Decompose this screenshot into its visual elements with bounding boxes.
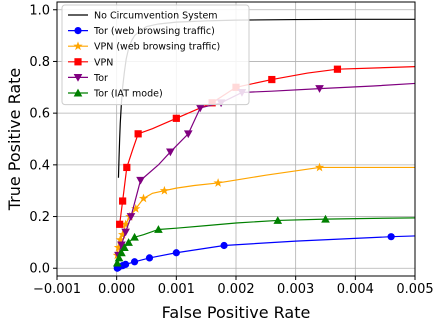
y-tick-label: 0.8 (29, 55, 50, 70)
data-point (154, 225, 163, 233)
x-tick-label: 0.003 (277, 282, 314, 297)
axis-ticks: −0.001 0.000 0.001 0.002 0.003 0.004 0.005 0.0 0… (29, 3, 433, 297)
data-point (136, 176, 145, 185)
data-point (183, 130, 193, 139)
data-point (387, 233, 395, 241)
data-point (122, 260, 130, 268)
x-tick-label: 0.001 (158, 282, 195, 297)
x-tick-label: 0.004 (337, 282, 374, 297)
data-point (123, 163, 131, 172)
legend-label: VPN (94, 57, 113, 68)
x-tick-label: −0.001 (33, 282, 81, 297)
y-tick-label: 0.2 (29, 210, 50, 225)
data-point (145, 254, 154, 262)
data-point (273, 216, 283, 224)
data-point (121, 228, 130, 237)
data-point (268, 75, 276, 84)
data-point (195, 104, 205, 113)
data-point (131, 203, 141, 213)
data-point (333, 65, 342, 73)
x-axis-label: False Positive Rate (162, 303, 311, 322)
data-point (114, 253, 124, 262)
data-point (314, 162, 325, 172)
data-point (130, 232, 139, 241)
legend-label: Tor (web browsing traffic) (93, 26, 215, 37)
data-point (172, 249, 180, 257)
data-point (116, 220, 124, 228)
data-point (126, 213, 136, 221)
data-point (113, 242, 124, 252)
data-point (73, 73, 83, 82)
legend-entry: Tor (68, 73, 108, 84)
data-point (117, 241, 126, 250)
legend-label: No Circumvention System (94, 11, 218, 22)
x-tick-label: 0.002 (217, 282, 254, 297)
data-point (166, 148, 175, 157)
series-1 (113, 233, 416, 272)
data-point (172, 114, 180, 122)
data-point (74, 58, 82, 66)
data-point (118, 229, 128, 239)
legend-label: Tor (IAT mode) (93, 89, 163, 100)
data-point (134, 130, 142, 138)
data-point (115, 234, 125, 244)
y-tick-label: 0.0 (29, 262, 50, 277)
data-point (130, 258, 139, 266)
legend-entry: VPN (web browsing traffic) (68, 41, 220, 53)
legend-entry: No Circumvention System (68, 11, 218, 22)
data-point (112, 258, 122, 267)
y-tick-label: 0.6 (29, 107, 50, 122)
legend-label: VPN (web browsing traffic) (94, 42, 220, 53)
data-point (124, 238, 133, 246)
legend-label: Tor (93, 73, 108, 84)
legend-entry: Tor (IAT mode) (68, 89, 163, 100)
series-2 (112, 162, 415, 260)
legend-entry: Tor (web browsing traffic) (68, 26, 215, 37)
data-point (321, 214, 330, 223)
data-point (213, 178, 223, 187)
data-point (117, 248, 126, 257)
legend-entry: VPN (68, 57, 113, 68)
data-point (138, 193, 149, 203)
y-axis-label: True Positive Rate (5, 68, 24, 212)
data-point (315, 85, 324, 93)
data-point (159, 185, 170, 195)
data-point (74, 27, 82, 35)
legend: No Circumvention System Tor (web browsing… (61, 4, 250, 106)
y-tick-label: 1.0 (29, 3, 50, 18)
data-point (119, 197, 127, 205)
y-tick-label: 0.4 (29, 158, 50, 173)
x-tick-label: 0.005 (396, 282, 433, 297)
legend-box (61, 4, 250, 106)
data-point (73, 88, 83, 97)
data-point (220, 241, 228, 250)
data-point (73, 41, 83, 51)
data-point (120, 243, 129, 252)
x-tick-label: 0.000 (98, 282, 135, 297)
data-point (120, 219, 131, 229)
series-5 (112, 214, 416, 267)
